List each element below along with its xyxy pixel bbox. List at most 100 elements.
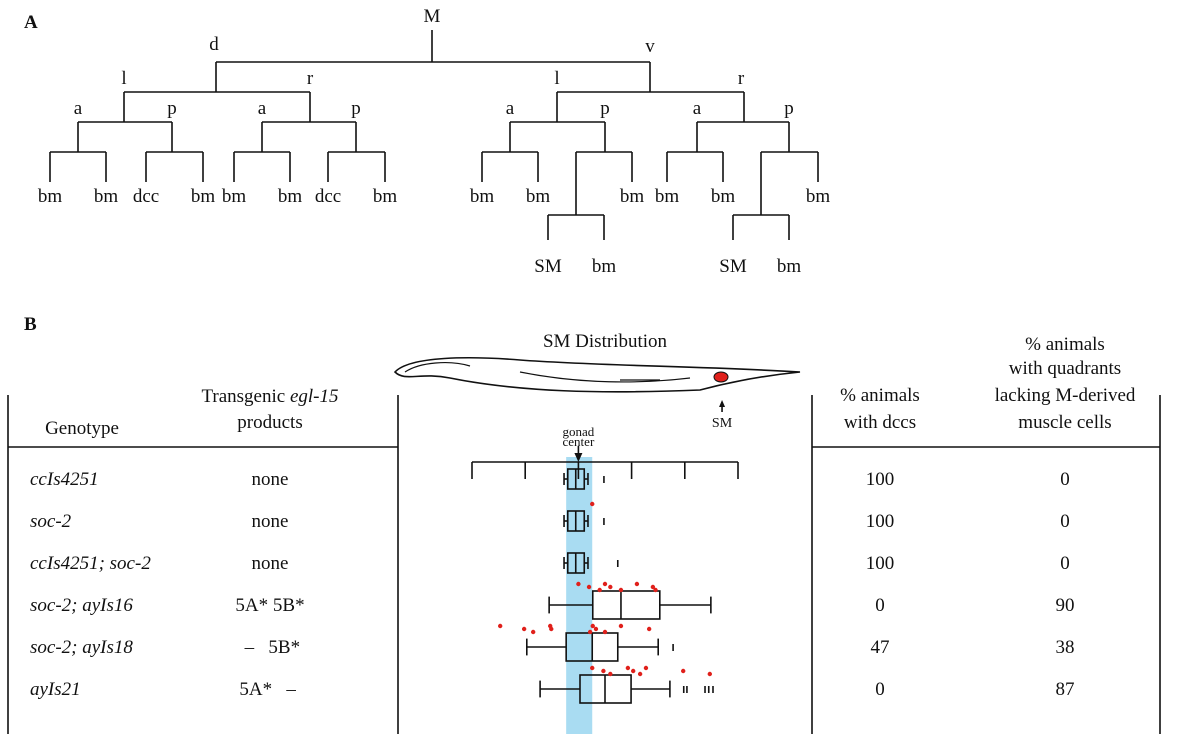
tree-label: a [258, 98, 267, 119]
products: 5A* 5B* [235, 595, 304, 616]
sm-point [601, 669, 605, 673]
sm-point [591, 624, 595, 628]
tree-label: bm [526, 186, 551, 207]
distribution-title: SM Distribution [543, 331, 668, 352]
dccs-value: 47 [871, 637, 890, 658]
sm-point [522, 627, 526, 631]
quadrants-value: 0 [1060, 469, 1070, 490]
tree-label: bm [278, 186, 303, 207]
header: egl-15 [290, 386, 339, 407]
sm-point [619, 624, 623, 628]
sm-point [594, 627, 598, 631]
products: none [252, 511, 289, 532]
tree-label: p [600, 98, 610, 119]
tree-label: a [693, 98, 702, 119]
sm-point [647, 627, 651, 631]
tree-label: bm [38, 186, 63, 207]
sm-point [587, 585, 591, 589]
sm-label: SM [712, 416, 733, 431]
header: with quadrants [1009, 358, 1121, 379]
sm-point [631, 669, 635, 673]
products: none [252, 469, 289, 490]
sm-point [603, 582, 607, 586]
genotype: ayIs21 [30, 679, 81, 700]
sm-point [608, 585, 612, 589]
header: with dccs [844, 412, 916, 433]
genotype: soc-2; ayIs18 [30, 637, 133, 658]
tree-label: bm [655, 186, 680, 207]
header: muscle cells [1018, 412, 1111, 433]
sm-point [708, 672, 712, 676]
panel-label: B [24, 314, 37, 335]
sm-point [635, 582, 639, 586]
sm-point [549, 627, 553, 631]
tree-label: d [209, 34, 219, 55]
tree-label: SM [719, 256, 747, 277]
sm-point [597, 588, 601, 592]
dccs-value: 0 [875, 679, 885, 700]
genotype: ccIs4251; soc-2 [30, 553, 151, 574]
tree-label: bm [373, 186, 398, 207]
quadrants-value: 0 [1060, 511, 1070, 532]
sm-point [608, 672, 612, 676]
header: lacking M-derived [995, 385, 1136, 406]
tree-label: dcc [133, 186, 159, 207]
header: % animals [840, 385, 920, 406]
sm-point [531, 630, 535, 634]
tree-label: bm [806, 186, 831, 207]
genotype: soc-2; ayIs16 [30, 595, 133, 616]
quadrants-value: 0 [1060, 553, 1070, 574]
tree-label: p [167, 98, 177, 119]
tree-label: a [74, 98, 83, 119]
tree-label: v [645, 36, 655, 57]
dccs-value: 100 [866, 511, 895, 532]
header: % animals [1025, 334, 1105, 355]
sm-point [588, 630, 592, 634]
panel-label: A [24, 12, 38, 33]
tree-label: bm [191, 186, 216, 207]
tree-label: p [351, 98, 361, 119]
sm-point [644, 666, 648, 670]
genotype: ccIs4251 [30, 469, 99, 490]
tree-label: bm [620, 186, 645, 207]
quadrants-value: 87 [1056, 679, 1075, 700]
products: 5A* – [239, 679, 300, 700]
tree-label: SM [534, 256, 562, 277]
tree-label: bm [711, 186, 736, 207]
tree-label: bm [222, 186, 247, 207]
arrow-head [719, 400, 725, 407]
header: Transgenic [201, 386, 290, 407]
lineage-tree [50, 30, 818, 240]
genotype: soc-2 [30, 511, 72, 532]
tree-label: dcc [315, 186, 341, 207]
tree-label: M [424, 6, 441, 27]
tree-label: r [307, 68, 314, 89]
tree-label: bm [592, 256, 617, 277]
tree-label: l [121, 68, 126, 89]
sm-point [626, 666, 630, 670]
tree-label: bm [94, 186, 119, 207]
quadrants-value: 38 [1056, 637, 1075, 658]
sm-point [590, 502, 594, 506]
dccs-value: 0 [875, 595, 885, 616]
sm-point [619, 588, 623, 592]
products: none [252, 553, 289, 574]
dccs-value: 100 [866, 553, 895, 574]
box [593, 591, 660, 619]
header: Transgenic egl-15 [201, 386, 338, 407]
sm-cell [714, 372, 728, 382]
tree-label: a [506, 98, 515, 119]
sm-point [681, 669, 685, 673]
sm-point [498, 624, 502, 628]
products: – 5B* [240, 637, 300, 658]
tree-label: p [784, 98, 794, 119]
tree-label: l [554, 68, 559, 89]
sm-point [638, 672, 642, 676]
dccs-value: 100 [866, 469, 895, 490]
sm-point [590, 666, 594, 670]
tree-label: r [738, 68, 745, 89]
figure: A B SM Distribution Genotype Transgenic … [0, 0, 1182, 734]
tree-label: bm [777, 256, 802, 277]
header: Genotype [45, 418, 119, 439]
sm-point [603, 630, 607, 634]
